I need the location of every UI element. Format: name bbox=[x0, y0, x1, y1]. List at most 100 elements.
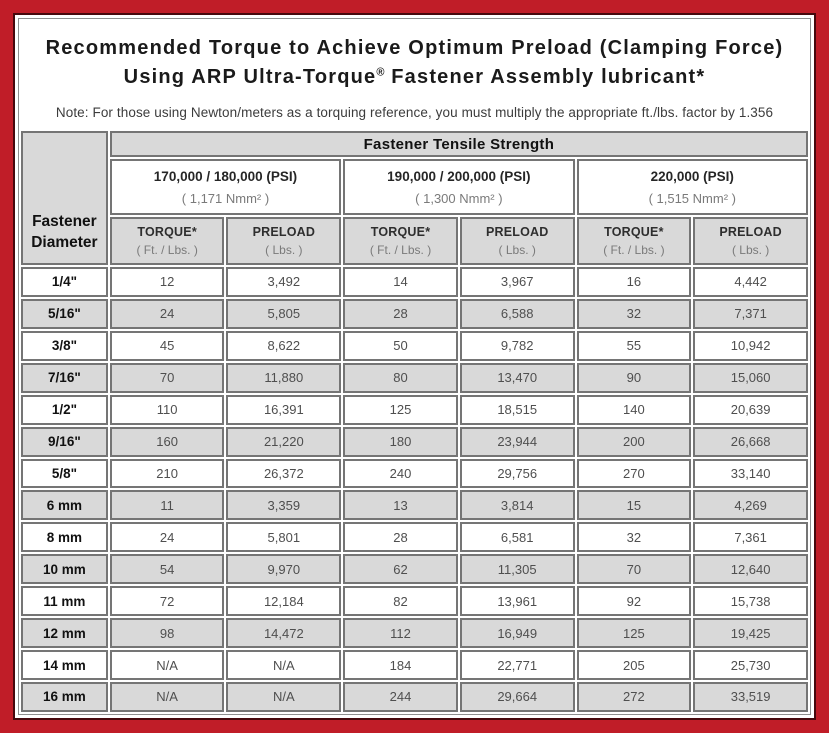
table-row: 12 mm 98 14,472 112 16,949 125 19,425 bbox=[21, 618, 808, 649]
preload-label: PRELOAD bbox=[252, 225, 316, 239]
table-row: 6 mm 11 3,359 13 3,814 15 4,269 bbox=[21, 490, 808, 521]
torque-value-cell: 16 bbox=[576, 267, 692, 297]
preload-value-cell: 29,756 bbox=[459, 458, 575, 489]
torque-value-cell: 28 bbox=[343, 298, 458, 329]
torque-label: TORQUE* bbox=[604, 225, 664, 239]
diameter-cell: 14 mm bbox=[21, 650, 108, 680]
torque-column-header: TORQUE* ( Ft. / Lbs. ) bbox=[109, 217, 225, 265]
preload-unit: ( Lbs. ) bbox=[265, 243, 303, 257]
preload-value-cell: 26,372 bbox=[226, 458, 342, 489]
table-row: 16 mm N/A N/A 244 29,664 272 33,519 bbox=[21, 681, 808, 712]
torque-column-header: TORQUE* ( Ft. / Lbs. ) bbox=[576, 217, 692, 265]
document-panel: Recommended Torque to Achieve Optimum Pr… bbox=[18, 18, 811, 715]
preload-value-cell: 11,305 bbox=[459, 554, 575, 585]
diameter-cell: 1/4" bbox=[21, 267, 108, 297]
preload-value-cell: 16,949 bbox=[459, 618, 575, 649]
header-row-psi-groups: 170,000 / 180,000 (PSI) ( 1,171 Nmm² ) 1… bbox=[21, 159, 808, 215]
torque-value-cell: 184 bbox=[343, 650, 458, 680]
main-header-tensile-strength: Fastener Tensile Strength bbox=[109, 131, 808, 157]
torque-value-cell: 32 bbox=[576, 298, 692, 329]
torque-value-cell: 70 bbox=[576, 554, 692, 585]
torque-label: TORQUE* bbox=[370, 225, 431, 239]
diameter-cell: 5/16" bbox=[21, 298, 108, 329]
torque-value-cell: 12 bbox=[109, 267, 225, 297]
preload-value-cell: 19,425 bbox=[693, 618, 808, 649]
torque-value-cell: 14 bbox=[343, 267, 458, 297]
title-block: Recommended Torque to Achieve Optimum Pr… bbox=[19, 19, 810, 129]
table-row: 9/16" 160 21,220 180 23,944 200 26,668 bbox=[21, 426, 808, 457]
preload-value-cell: 7,361 bbox=[693, 522, 808, 553]
preload-unit: ( Lbs. ) bbox=[498, 243, 536, 257]
nmm-label: ( 1,300 Nmm² ) bbox=[415, 190, 503, 206]
torque-unit: ( Ft. / Lbs. ) bbox=[136, 243, 198, 257]
table-row: 5/8" 210 26,372 240 29,756 270 33,140 bbox=[21, 458, 808, 489]
diameter-cell: 16 mm bbox=[21, 681, 108, 712]
preload-value-cell: 6,581 bbox=[459, 522, 575, 553]
torque-value-cell: 205 bbox=[576, 650, 692, 680]
preload-value-cell: 20,639 bbox=[693, 394, 808, 425]
preload-value-cell: 23,944 bbox=[459, 426, 575, 457]
table-row: 7/16" 70 11,880 80 13,470 90 15,060 bbox=[21, 362, 808, 393]
registered-trademark-symbol: ® bbox=[376, 66, 385, 79]
diameter-cell: 1/2" bbox=[21, 394, 108, 425]
torque-value-cell: 24 bbox=[109, 522, 225, 553]
preload-value-cell: 18,515 bbox=[459, 394, 575, 425]
preload-value-cell: 21,220 bbox=[226, 426, 342, 457]
table-row: 1/2" 110 16,391 125 18,515 140 20,639 bbox=[21, 394, 808, 425]
preload-column-header: PRELOAD ( Lbs. ) bbox=[226, 217, 342, 265]
torque-table: Fastener Diameter Fastener Tensile Stren… bbox=[19, 129, 810, 714]
preload-unit: ( Lbs. ) bbox=[731, 243, 770, 257]
torque-value-cell: 62 bbox=[343, 554, 458, 585]
torque-table-body: 1/4" 12 3,492 14 3,967 16 4,442 5/16" 24 5,805 28 6… bbox=[21, 267, 808, 712]
torque-value-cell: 15 bbox=[576, 490, 692, 521]
preload-value-cell: 6,588 bbox=[459, 298, 575, 329]
torque-unit: ( Ft. / Lbs. ) bbox=[603, 243, 665, 257]
torque-value-cell: 270 bbox=[576, 458, 692, 489]
torque-value-cell: 82 bbox=[343, 586, 458, 617]
torque-value-cell: 54 bbox=[109, 554, 225, 585]
torque-value-cell: 112 bbox=[343, 618, 458, 649]
preload-value-cell: 22,771 bbox=[459, 650, 575, 680]
torque-value-cell: 200 bbox=[576, 426, 692, 457]
torque-value-cell: 160 bbox=[109, 426, 225, 457]
preload-value-cell: 13,961 bbox=[459, 586, 575, 617]
page-title-line2: Using ARP Ultra-Torque® Fastener Assembl… bbox=[27, 63, 802, 92]
diameter-cell: 8 mm bbox=[21, 522, 108, 553]
preload-value-cell: 4,269 bbox=[693, 490, 808, 521]
inner-dark-border: Recommended Torque to Achieve Optimum Pr… bbox=[13, 13, 816, 720]
corner-header-fastener-diameter: Fastener Diameter bbox=[21, 131, 108, 265]
preload-label: PRELOAD bbox=[485, 225, 549, 239]
torque-unit: ( Ft. / Lbs. ) bbox=[369, 243, 432, 257]
preload-value-cell: 5,805 bbox=[226, 298, 342, 329]
preload-value-cell: 29,664 bbox=[459, 681, 575, 712]
psi-group-190-200: 190,000 / 200,000 (PSI) ( 1,300 Nmm² ) bbox=[343, 159, 575, 215]
diameter-cell: 9/16" bbox=[21, 426, 108, 457]
preload-value-cell: N/A bbox=[226, 681, 342, 712]
preload-value-cell: N/A bbox=[226, 650, 342, 680]
title-line2-post: Fastener Assembly lubricant* bbox=[384, 66, 706, 88]
table-row: 5/16" 24 5,805 28 6,588 32 7,371 bbox=[21, 298, 808, 329]
table-row: 3/8" 45 8,622 50 9,782 55 10,942 bbox=[21, 330, 808, 361]
table-row: 1/4" 12 3,492 14 3,967 16 4,442 bbox=[21, 267, 808, 297]
preload-value-cell: 10,942 bbox=[693, 330, 808, 361]
torque-value-cell: 13 bbox=[343, 490, 458, 521]
preload-value-cell: 3,492 bbox=[226, 267, 342, 297]
preload-value-cell: 13,470 bbox=[459, 362, 575, 393]
preload-value-cell: 33,140 bbox=[693, 458, 808, 489]
torque-value-cell: 140 bbox=[576, 394, 692, 425]
diameter-cell: 10 mm bbox=[21, 554, 108, 585]
psi-label: 170,000 / 180,000 (PSI) bbox=[153, 168, 298, 184]
preload-value-cell: 26,668 bbox=[693, 426, 808, 457]
torque-value-cell: 125 bbox=[343, 394, 458, 425]
title-line2-pre: Using ARP Ultra-Torque bbox=[123, 66, 377, 88]
conversion-note: Note: For those using Newton/meters as a… bbox=[55, 105, 774, 120]
preload-label: PRELOAD bbox=[719, 225, 782, 239]
preload-value-cell: 3,359 bbox=[226, 490, 342, 521]
page-title-line1: Recommended Torque to Achieve Optimum Pr… bbox=[45, 37, 784, 59]
nmm-label: ( 1,171 Nmm² ) bbox=[181, 190, 270, 206]
torque-value-cell: 45 bbox=[109, 330, 225, 361]
diameter-cell: 6 mm bbox=[21, 490, 108, 521]
psi-label: 220,000 (PSI) bbox=[650, 168, 734, 184]
table-row: 10 mm 54 9,970 62 11,305 70 12,640 bbox=[21, 554, 808, 585]
